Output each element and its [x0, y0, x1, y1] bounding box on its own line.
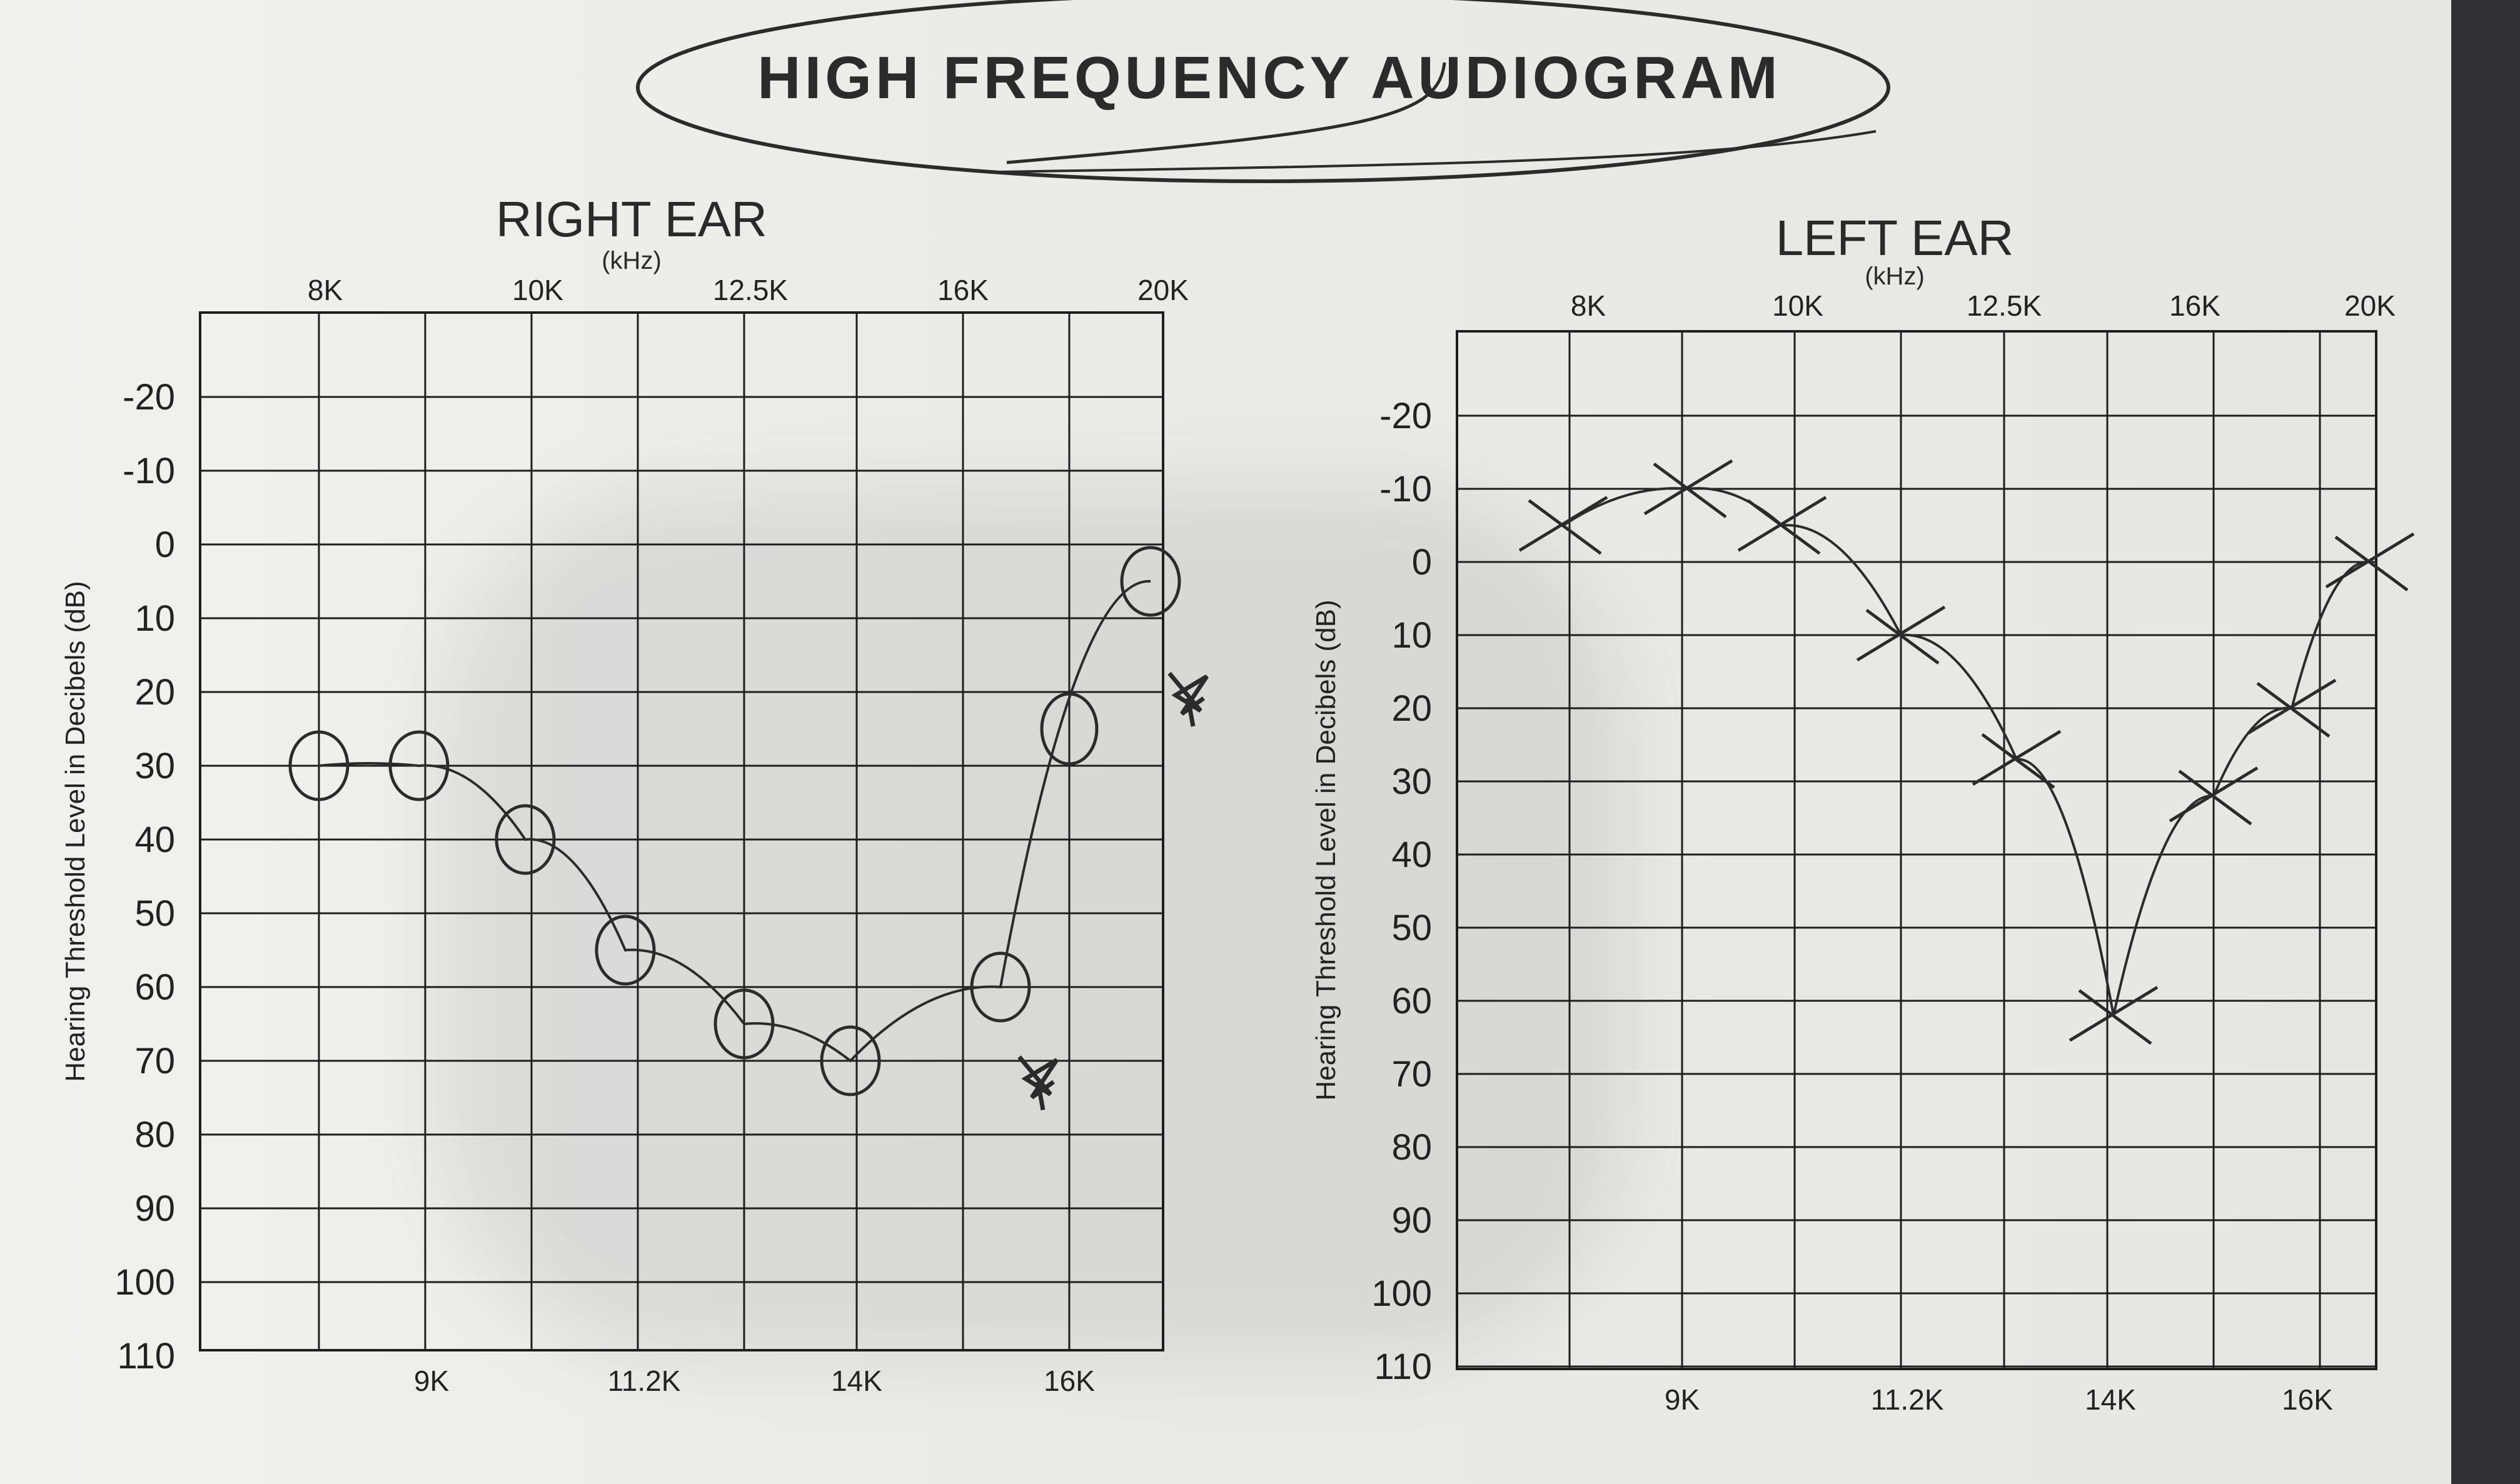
data-point-circle — [495, 804, 556, 875]
data-point-circle — [713, 988, 775, 1060]
y-tick-label: 40 — [1391, 835, 1432, 875]
right-ear-title: RIGHT EAR — [495, 191, 768, 247]
right-ear-unit: (kHz) — [602, 247, 662, 274]
y-tick-label: 110 — [118, 1336, 175, 1376]
y-tick-label: 30 — [1391, 761, 1432, 802]
top-tick-label: 10K — [512, 274, 563, 306]
bottom-tick-label: 14K — [831, 1365, 882, 1397]
series-line — [318, 579, 1151, 1063]
y-tick-label: 70 — [134, 1041, 175, 1081]
no-response-scribble — [1017, 1055, 1059, 1111]
y-tick-label: 0 — [155, 524, 175, 565]
data-point-circle — [1120, 546, 1181, 617]
y-tick-label: 110 — [1374, 1346, 1432, 1387]
bottom-tick-label: 16K — [1044, 1365, 1095, 1397]
top-tick-label: 16K — [937, 274, 989, 306]
y-tick-label: 100 — [114, 1262, 175, 1303]
data-point-x — [2325, 532, 2415, 592]
y-tick-label: 70 — [1391, 1054, 1432, 1095]
y-tick-label: 30 — [134, 746, 175, 786]
data-point-circle — [595, 915, 656, 986]
series-line — [1562, 487, 2371, 1016]
y-tick-label: 10 — [134, 598, 175, 639]
y-tick-label: 20 — [1391, 688, 1432, 729]
data-point-circle — [388, 730, 450, 801]
bottom-tick-label: 14K — [2085, 1383, 2136, 1416]
y-tick-label: 50 — [1391, 908, 1432, 948]
top-tick-label: 12.5K — [1967, 289, 2042, 322]
data-point-x — [1856, 605, 1946, 665]
y-tick-label: 10 — [1391, 615, 1432, 656]
data-point-circle — [820, 1025, 881, 1096]
y-tick-label: 90 — [134, 1188, 175, 1229]
y-tick-label: 60 — [1391, 981, 1432, 1021]
title-ellipse-scribble — [636, 0, 1890, 183]
top-tick-label: 10K — [1772, 289, 1823, 322]
hand-shadow — [438, 488, 1626, 1363]
title-block: HIGH FREQUENCY AUDIOGRAM — [632, 0, 1907, 219]
top-tick-label: 20K — [2344, 289, 2396, 322]
data-point-x — [1737, 496, 1827, 555]
data-point-circle — [288, 730, 350, 801]
plot-area: -20 -10 0 10 20 30 40 50 60 70 80 90 100 110 Hearing T… — [60, 274, 1209, 1397]
data-point-x — [1643, 459, 1733, 519]
data-point-circle — [1040, 692, 1099, 766]
y-tick-label: 100 — [1371, 1273, 1432, 1314]
y-tick-label: 80 — [1391, 1127, 1432, 1168]
data-point-x — [2069, 986, 2159, 1045]
top-tick-label: 8K — [1571, 289, 1606, 322]
y-tick-label: -10 — [1379, 469, 1432, 509]
y-tick-label: 80 — [134, 1115, 175, 1155]
top-tick-label: 8K — [308, 274, 343, 306]
y-tick-label: 60 — [134, 967, 175, 1008]
y-tick-label: 90 — [1391, 1200, 1432, 1241]
y-tick-label: 50 — [134, 893, 175, 934]
bottom-tick-label: 9K — [414, 1365, 450, 1397]
plot-area: -20 -10 0 10 20 30 40 50 60 70 80 90 100 110 Hearing T… — [1311, 289, 2415, 1416]
data-point-circle — [970, 951, 1031, 1023]
data-point-x — [1972, 729, 2062, 789]
y-tick-label: 20 — [134, 672, 175, 713]
bottom-tick-label: 11.2K — [608, 1365, 681, 1397]
plot-frame — [199, 311, 1164, 1351]
y-tick-label: -10 — [123, 451, 175, 491]
top-tick-label: 12.5K — [713, 274, 789, 306]
plot-frame — [1456, 330, 2377, 1370]
data-point-x — [1518, 496, 1608, 555]
data-point-x — [2169, 766, 2259, 826]
no-response-scribble — [1167, 671, 1209, 727]
bottom-tick-label: 9K — [1665, 1383, 1700, 1416]
desk-background — [2451, 0, 2520, 1484]
left-ear-unit: (kHz) — [1865, 263, 1925, 290]
bottom-tick-label: 16K — [2282, 1383, 2333, 1416]
bottom-tick-label: 11.2K — [1871, 1383, 1944, 1416]
page-title: HIGH FREQUENCY AUDIOGRAM — [757, 44, 1782, 111]
y-axis-label: Hearing Threshold Level in Decibels (dB) — [1311, 599, 1341, 1100]
top-tick-label: 20K — [1137, 274, 1189, 306]
data-point-x — [2247, 678, 2337, 738]
y-tick-label: -20 — [1379, 396, 1432, 436]
left-ear-title: LEFT EAR — [1775, 210, 2014, 266]
y-tick-label: 0 — [1412, 542, 1432, 583]
y-tick-label: 40 — [134, 820, 175, 860]
top-tick-label: 16K — [2169, 289, 2220, 322]
y-axis-label: Hearing Threshold Level in Decibels (dB) — [60, 581, 91, 1081]
y-tick-label: -20 — [123, 377, 175, 418]
